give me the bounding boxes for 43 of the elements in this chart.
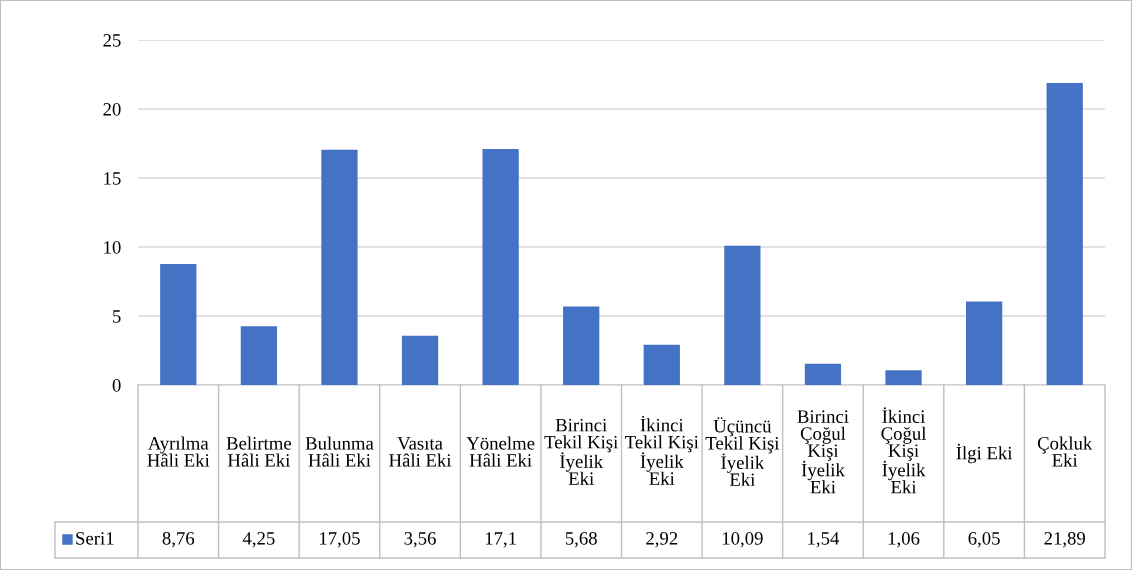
data-label: 1,06 (888, 532, 920, 548)
bar (160, 264, 197, 385)
data-label: 3,56 (404, 532, 436, 548)
y-tick-label: 15 (104, 172, 121, 185)
y-tick-label: 5 (113, 310, 121, 323)
bar (643, 344, 680, 385)
data-label: 17,05 (320, 532, 360, 548)
x-tick-label: İlgi Eki (956, 443, 1013, 464)
y-tick-label: 20 (103, 103, 121, 116)
bar (1046, 82, 1083, 385)
x-tick-label: Ayrılma Hâli Eki (147, 436, 210, 467)
data-label: 10,09 (722, 532, 763, 548)
x-tick-label: Bulunma Hâli Eki (305, 436, 374, 467)
bar (804, 363, 842, 385)
bar (401, 335, 439, 385)
x-tick-label: Birinci Çoğul Kişi İyelik Eki (797, 410, 849, 494)
bar (965, 301, 1003, 385)
y-tick-label: 25 (103, 34, 121, 47)
bar (885, 370, 922, 385)
bar (321, 149, 358, 385)
x-tick-label: İkinci Çoğul Kişi İyelik Eki (881, 407, 927, 494)
data-label: 2,92 (646, 532, 678, 548)
x-tick-label: Çokluk Eki (1037, 436, 1093, 467)
x-tick-label: Birinci Tekil Kişi İyelik Eki (544, 418, 618, 485)
data-label: 21,89 (1044, 532, 1086, 548)
bar (563, 306, 600, 385)
x-tick-label: İkinci Tekil Kişi İyelik Eki (625, 415, 699, 485)
x-tick-label: Belirtme Hâli Eki (226, 436, 292, 467)
y-tick-label: 10 (104, 241, 121, 254)
x-tick-label: Vasıta Hâli Eki (389, 437, 452, 467)
data-label: 1,54 (808, 532, 840, 548)
data-label: 8,76 (162, 532, 195, 548)
bar (240, 326, 278, 385)
data-label: 6,05 (968, 532, 1000, 548)
data-label: 5,68 (565, 532, 597, 548)
y-tick-label: 0 (112, 379, 121, 392)
legend-label: Seri1 (76, 532, 114, 545)
bar (724, 245, 761, 385)
x-tick-label: Yönelme Hâli Eki (466, 436, 535, 467)
bar (482, 149, 519, 385)
data-label: 17,1 (485, 532, 516, 548)
x-tick-label: Üçüncü Tekil Kişi İyelik Eki (705, 417, 780, 486)
data-label: 4,25 (242, 532, 275, 548)
